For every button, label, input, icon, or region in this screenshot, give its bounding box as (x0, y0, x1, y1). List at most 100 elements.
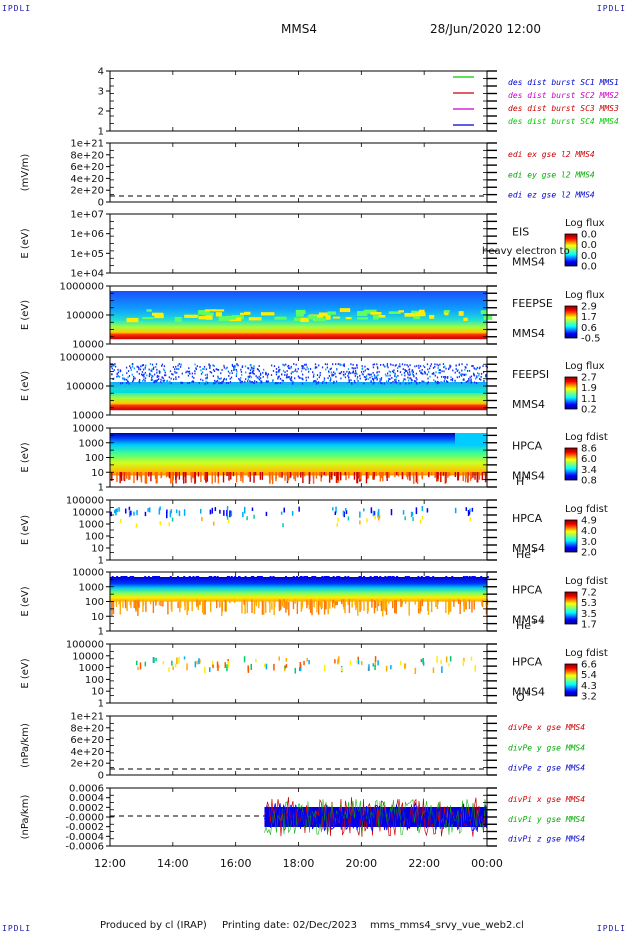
spectrogram-pixel (426, 373, 428, 376)
spectrogram-pixel (321, 382, 324, 384)
spectrogram-pixel (291, 370, 293, 373)
spectrogram-pixel (199, 508, 202, 514)
spectrogram-pixel (464, 368, 466, 371)
colorbar (564, 233, 578, 267)
spectrogram-pixel (371, 375, 373, 378)
spectrogram-pixel (470, 378, 472, 381)
spectrogram-pixel (390, 665, 392, 670)
spectrogram-pixel (445, 380, 448, 382)
spectrogram-pixel (133, 375, 135, 378)
colorbar-tick-label: 5.3 (581, 598, 597, 609)
spectrogram-pixel (174, 371, 177, 374)
spectrogram-pixel (323, 377, 326, 380)
spectrogram-pixel (149, 600, 152, 605)
spectrogram-pixel (156, 371, 158, 374)
spectrogram-pixel (204, 666, 206, 674)
spectrogram-pixel (470, 656, 473, 661)
spectrogram-pixel (285, 664, 288, 668)
spectrogram-pixel (469, 517, 472, 522)
spectrogram-pixel (196, 576, 199, 578)
spectrogram-pixel (218, 316, 230, 322)
spectrogram-pixel (468, 511, 471, 515)
spectrogram-pixel (398, 365, 400, 368)
spectrogram-pixel (437, 381, 439, 384)
spectrogram-pixel (352, 371, 354, 374)
spectrogram-pixel (178, 510, 181, 517)
spectrogram-pixel (112, 601, 115, 614)
spectrogram-pixel (217, 664, 219, 671)
spectrogram-pixel (200, 472, 202, 483)
spectrogram-pixel (174, 370, 176, 373)
spectrogram-pixel (452, 369, 454, 372)
y-axis-label: E (eV) (20, 515, 31, 545)
spectrogram-pixel (111, 472, 113, 482)
spectrogram-pixel (250, 663, 253, 671)
spectrogram-pixel (432, 576, 435, 578)
spectrogram-pixel (332, 576, 335, 578)
spectrogram-pixel (267, 373, 270, 376)
spectrogram-pixel (136, 509, 138, 516)
spectrogram-pixel (376, 377, 378, 380)
spectrogram-pixel (458, 371, 461, 374)
spectrogram-pixel (346, 370, 348, 373)
spectrogram-pixel (212, 368, 215, 371)
spectrogram-pixel (125, 366, 128, 369)
spectrogram-pixel (339, 308, 351, 313)
spectrogram-pixel (387, 374, 389, 377)
spectrogram-pixel (427, 599, 429, 611)
spectrogram-pixel (357, 601, 359, 616)
spectrogram-pixel (174, 316, 182, 322)
spectrogram-pixel (363, 508, 365, 512)
spectrogram-pixel (160, 472, 163, 478)
spectrogram-pixel (205, 380, 207, 383)
spectrogram-pixel (345, 472, 347, 481)
spectrogram-pixel (252, 372, 254, 375)
spectrogram-pixel (203, 365, 206, 368)
spectrogram-pixel (152, 368, 155, 370)
spectrogram-pixel (155, 472, 157, 484)
colorbar-tick-label: 0.8 (581, 476, 597, 487)
spectrogram-pixel (344, 373, 346, 375)
spectrogram-pixel (411, 369, 413, 372)
spectrogram-pixel (215, 380, 218, 383)
spectrogram-pixel (445, 656, 448, 663)
spectrogram-pixel (406, 576, 409, 578)
spectrogram-pixel (479, 366, 481, 369)
colorbar-title: Log fdist (565, 432, 608, 443)
spectrogram-pixel (334, 511, 337, 516)
spectrogram-pixel (233, 365, 235, 368)
spectrogram-pixel (251, 599, 253, 614)
spectrogram-pixel (140, 373, 143, 376)
spectrogram-pixel (176, 368, 178, 370)
spectrogram-pixel (246, 516, 248, 521)
spectrogram-pixel (379, 364, 382, 366)
spectrogram-pixel (485, 375, 487, 378)
spectrogram-pixel (407, 371, 409, 374)
spectrogram-pixel (274, 316, 287, 320)
legend-entry: divPe z gse MMS4 (508, 764, 585, 773)
spectrogram-pixel (404, 312, 415, 317)
spectrogram-pixel (460, 381, 463, 384)
spectrogram-pixel (419, 600, 421, 614)
spectrogram-pixel (203, 600, 205, 615)
spectrogram-pixel (448, 601, 451, 608)
spectrogram-pixel (386, 364, 388, 367)
spectrogram-pixel (252, 576, 255, 578)
spectrogram-pixel (162, 601, 164, 607)
spectrogram-pixel (323, 664, 326, 672)
spectrogram-pixel (315, 382, 318, 385)
colorbar (564, 519, 578, 553)
spectrogram-pixel (457, 369, 459, 371)
spectrogram-pixel (299, 377, 301, 379)
spectrogram-pixel (416, 378, 418, 381)
spectrogram-pixel (263, 600, 265, 615)
spectrogram-pixel (284, 374, 286, 376)
spectrogram-pixel (469, 508, 471, 513)
spectrogram-pixel (139, 472, 141, 477)
spectrogram-pixel (253, 365, 255, 367)
spectrogram-pixel (284, 472, 286, 481)
spectrogram-pixel (407, 376, 409, 379)
spectrogram-pixel (467, 509, 470, 517)
